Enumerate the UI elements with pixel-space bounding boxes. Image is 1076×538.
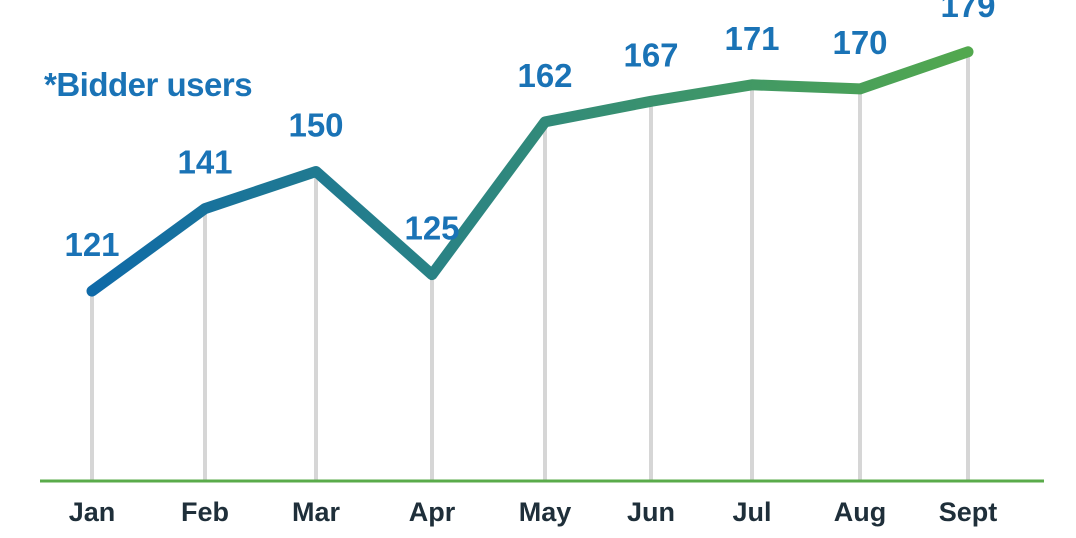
data-label: 162: [517, 57, 572, 94]
data-label: 141: [177, 144, 232, 181]
x-tick-label: Feb: [181, 497, 229, 527]
x-tick-label: Aug: [834, 497, 886, 527]
x-tick-label: Sept: [939, 497, 998, 527]
data-label: 150: [288, 106, 343, 143]
x-tick-label: Apr: [409, 497, 456, 527]
data-label: 179: [940, 0, 995, 24]
x-tick-label: Jan: [69, 497, 116, 527]
x-tick-label: Jul: [732, 497, 771, 527]
data-label: 125: [404, 210, 459, 247]
chart-note: *Bidder users: [44, 66, 253, 103]
x-tick-label: Jun: [627, 497, 675, 527]
data-labels: 121 141 150 125 162 167 171 170 179: [64, 0, 995, 263]
x-axis-ticks: Jan Feb Mar Apr May Jun Jul Aug Sept: [69, 497, 998, 527]
series-line: [86, 46, 974, 297]
data-label: 121: [64, 226, 119, 263]
data-label: 167: [623, 36, 678, 73]
drop-lines: [90, 51, 970, 481]
data-label: 170: [832, 24, 887, 61]
data-label: 171: [724, 20, 779, 57]
x-tick-label: May: [519, 497, 572, 527]
x-tick-label: Mar: [292, 497, 341, 527]
